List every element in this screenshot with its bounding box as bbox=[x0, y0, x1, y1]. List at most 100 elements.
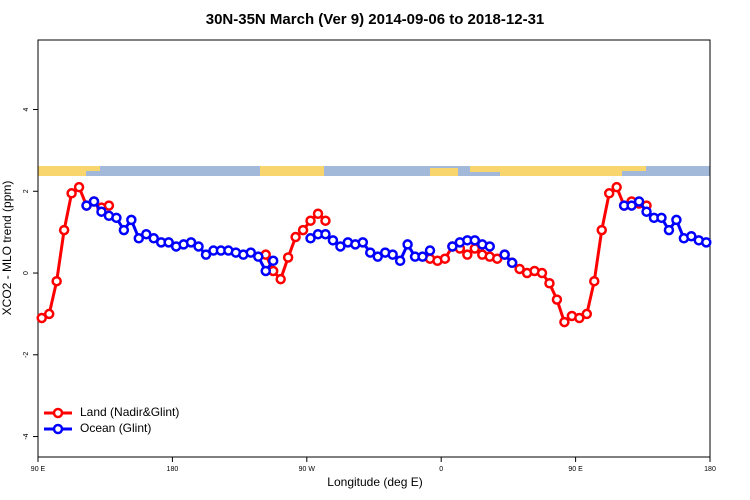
x-tick-label: 180 bbox=[704, 466, 716, 473]
point bbox=[686, 230, 697, 242]
point bbox=[394, 255, 406, 267]
point bbox=[133, 233, 145, 244]
land-strip bbox=[86, 166, 100, 171]
point bbox=[73, 181, 85, 193]
x-tick-label: 90 E bbox=[31, 466, 46, 473]
point bbox=[305, 233, 316, 244]
point bbox=[491, 253, 503, 264]
land-strip bbox=[430, 168, 458, 176]
point bbox=[372, 251, 383, 262]
point bbox=[163, 237, 174, 248]
series bbox=[81, 196, 712, 277]
point bbox=[514, 263, 525, 275]
chart-title: 30N-35N March (Ver 9) 2014-09-06 to 2018… bbox=[206, 11, 545, 28]
point bbox=[245, 247, 257, 258]
point bbox=[626, 200, 637, 211]
land-strip bbox=[470, 166, 500, 172]
point bbox=[484, 241, 495, 252]
point bbox=[88, 196, 100, 207]
point bbox=[656, 212, 667, 224]
point bbox=[193, 241, 204, 252]
point bbox=[424, 245, 436, 256]
y-tick-label: -4 bbox=[23, 433, 30, 439]
plot-frame bbox=[37, 39, 711, 458]
point bbox=[118, 224, 130, 236]
point bbox=[536, 267, 548, 279]
point bbox=[603, 188, 615, 199]
point bbox=[447, 241, 458, 252]
x-axis-label: Longitude (deg E) bbox=[327, 475, 422, 489]
series bbox=[36, 181, 652, 328]
point bbox=[589, 275, 600, 287]
y-tick-label: 2 bbox=[23, 189, 30, 193]
point bbox=[327, 235, 339, 246]
point bbox=[335, 241, 346, 252]
legend-marker bbox=[52, 423, 64, 435]
point bbox=[402, 239, 413, 250]
point bbox=[499, 249, 510, 260]
point bbox=[43, 308, 55, 320]
point bbox=[185, 237, 197, 248]
point bbox=[290, 231, 301, 243]
point bbox=[641, 206, 652, 217]
point bbox=[544, 278, 555, 289]
point bbox=[574, 312, 585, 324]
y-tick-label: -2 bbox=[23, 352, 30, 358]
land-strip bbox=[500, 166, 622, 176]
land-strip bbox=[622, 166, 646, 171]
point bbox=[462, 249, 473, 260]
point bbox=[275, 273, 286, 285]
x-tick-label: 90 E bbox=[568, 466, 583, 473]
point bbox=[260, 265, 271, 277]
point bbox=[66, 188, 77, 199]
x-tick-label: 180 bbox=[167, 466, 179, 473]
point bbox=[305, 215, 316, 226]
point bbox=[596, 224, 607, 236]
ocean-strip bbox=[38, 166, 710, 176]
point bbox=[581, 308, 593, 320]
land-strip bbox=[38, 166, 86, 176]
point bbox=[312, 208, 324, 219]
point bbox=[253, 251, 264, 262]
point bbox=[58, 224, 70, 236]
point bbox=[701, 237, 712, 248]
point bbox=[96, 206, 107, 217]
y-tick-label: 0 bbox=[23, 271, 30, 275]
legend-label: Ocean (Glint) bbox=[80, 421, 151, 435]
point bbox=[320, 228, 331, 240]
y-axis-label: XCO2 - MLO trend (ppm) bbox=[0, 181, 14, 316]
point bbox=[267, 255, 279, 267]
point bbox=[282, 252, 294, 263]
legend-label: Land (Nadir&Glint) bbox=[80, 405, 179, 419]
y-tick-label: 4 bbox=[23, 107, 30, 111]
point bbox=[387, 249, 398, 260]
point bbox=[417, 251, 428, 262]
point bbox=[551, 294, 563, 305]
point bbox=[297, 224, 309, 236]
point bbox=[111, 212, 122, 224]
point bbox=[81, 200, 92, 211]
point bbox=[141, 228, 152, 240]
point bbox=[506, 257, 518, 269]
x-tick-label: 0 bbox=[439, 466, 443, 473]
point bbox=[320, 215, 331, 226]
point bbox=[126, 214, 137, 226]
point bbox=[51, 275, 62, 287]
point bbox=[671, 214, 682, 226]
point bbox=[611, 181, 622, 193]
point bbox=[439, 253, 451, 264]
point bbox=[633, 196, 645, 207]
legend-marker bbox=[52, 407, 64, 419]
point bbox=[148, 233, 159, 244]
point bbox=[357, 237, 369, 248]
point bbox=[200, 249, 212, 260]
point bbox=[36, 312, 47, 324]
point bbox=[469, 235, 481, 246]
point bbox=[559, 316, 570, 328]
x-tick-label: 90 W bbox=[299, 466, 316, 473]
point bbox=[365, 247, 376, 258]
point bbox=[103, 200, 115, 211]
point bbox=[663, 224, 675, 236]
surface-strip bbox=[38, 166, 710, 176]
